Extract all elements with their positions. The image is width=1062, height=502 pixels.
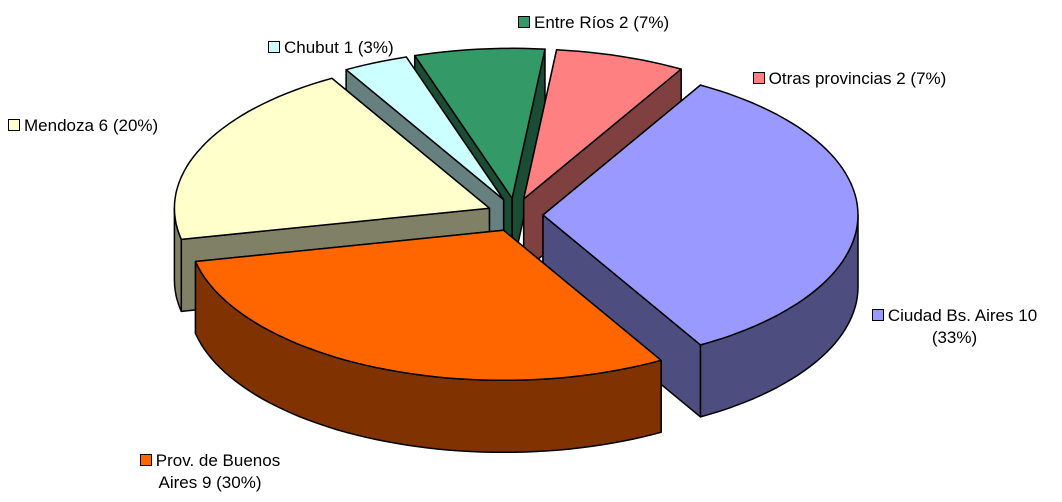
slice-top bbox=[194, 229, 662, 382]
category-label: Entre Ríos bbox=[534, 13, 615, 32]
legend-key bbox=[752, 72, 765, 84]
data-label: Ciudad Bs. Aires 10 (33%) bbox=[862, 305, 1047, 349]
data-label: Chubut 1 (3%) bbox=[268, 37, 394, 59]
legend-key bbox=[139, 454, 152, 466]
slice-top bbox=[413, 47, 546, 200]
slice-top bbox=[522, 49, 682, 200]
category-label: Prov. de Buenos Aires bbox=[155, 451, 281, 492]
legend-key bbox=[518, 16, 530, 28]
value-label: 2 (7%) bbox=[619, 13, 670, 32]
slice-top bbox=[173, 77, 491, 241]
slice bbox=[542, 84, 859, 418]
value-label: 1 (3%) bbox=[343, 38, 394, 57]
slice-top bbox=[542, 84, 859, 346]
data-label: Prov. de Buenos Aires 9 (30%) bbox=[120, 450, 300, 494]
category-label: Ciudad Bs. Aires bbox=[887, 306, 1014, 325]
legend-key bbox=[268, 41, 280, 53]
category-label: Chubut bbox=[284, 38, 339, 57]
category-label: Otras provincias bbox=[768, 69, 892, 88]
value-label: 9 (30%) bbox=[201, 473, 262, 492]
slice-top bbox=[345, 56, 505, 201]
slice bbox=[194, 229, 662, 454]
legend-key bbox=[871, 309, 884, 321]
data-label: Otras provincias 2 (7%) bbox=[742, 68, 957, 90]
value-label: 6 (20%) bbox=[98, 116, 159, 135]
category-label: Mendoza bbox=[24, 116, 94, 135]
data-label: Entre Ríos 2 (7%) bbox=[518, 12, 669, 34]
legend-key bbox=[8, 119, 20, 131]
value-label: 2 (7%) bbox=[896, 69, 947, 88]
value-label: 10 (33%) bbox=[931, 306, 1038, 347]
data-label: Mendoza 6 (20%) bbox=[8, 115, 158, 137]
